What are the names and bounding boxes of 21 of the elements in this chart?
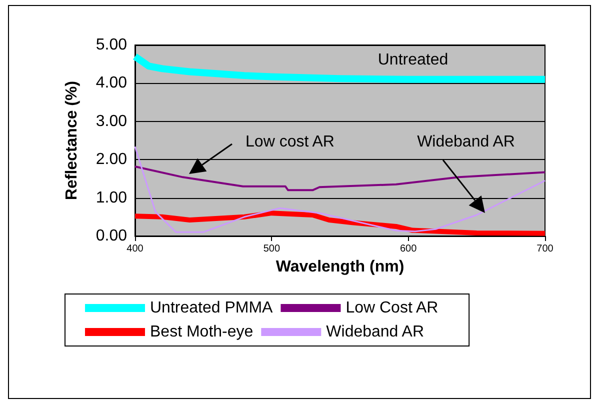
y-tick-label: 0.00 <box>96 228 128 244</box>
legend-label: Best Moth-eye <box>150 324 254 340</box>
x-tick-label: 500 <box>263 244 280 254</box>
y-tick-label: 3.00 <box>96 112 128 130</box>
legend-label: Untreated PMMA <box>150 300 274 316</box>
annotation: Low cost AR <box>246 134 334 150</box>
y-axis-title: Reflectance (%) <box>64 80 80 200</box>
y-tick-label: 4.00 <box>96 74 128 92</box>
line-series <box>134 165 546 192</box>
line-series <box>134 146 546 233</box>
annotation: Untreated <box>378 52 448 68</box>
x-tick-label: 400 <box>126 244 144 254</box>
x-tick-label: 600 <box>400 244 418 254</box>
legend-label: Wideband AR <box>326 324 424 340</box>
x-tick-label: 700 <box>536 244 554 254</box>
y-tick-label: 5.00 <box>96 36 128 54</box>
y-tick-label: 2.00 <box>96 151 128 168</box>
legend-label: Low Cost AR <box>346 300 438 316</box>
annotation: Wideband AR <box>417 134 515 150</box>
y-tick-label: 1.00 <box>96 189 128 206</box>
x-axis-title: Wavelength (nm) <box>276 258 404 276</box>
